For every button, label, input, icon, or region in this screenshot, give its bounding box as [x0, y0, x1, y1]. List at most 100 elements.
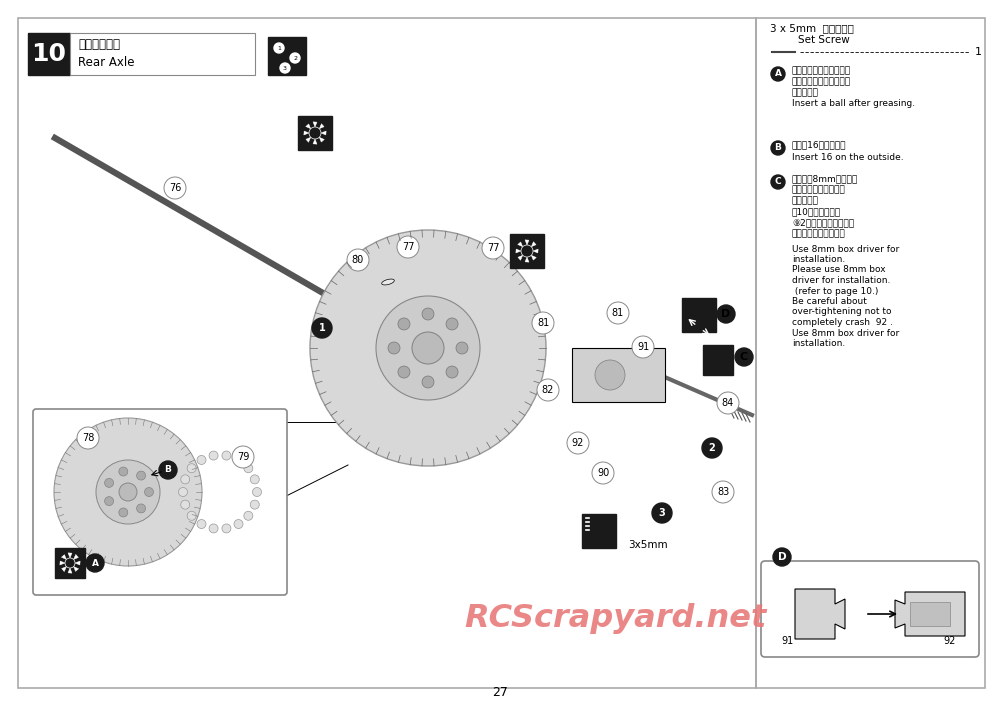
Text: 1: 1 [319, 323, 325, 333]
Text: 92: 92 [572, 438, 584, 448]
FancyBboxPatch shape [582, 514, 616, 548]
Text: 91: 91 [782, 636, 794, 646]
Polygon shape [313, 122, 317, 127]
Circle shape [187, 464, 196, 472]
Circle shape [397, 236, 419, 258]
Polygon shape [531, 241, 536, 247]
Circle shape [712, 481, 734, 503]
FancyBboxPatch shape [682, 298, 716, 332]
Text: Set Screw: Set Screw [798, 35, 850, 45]
Text: 3: 3 [659, 508, 665, 518]
Circle shape [244, 511, 253, 520]
Text: completely crash  92 .: completely crash 92 . [792, 318, 893, 327]
Circle shape [187, 511, 196, 520]
Polygon shape [74, 567, 79, 572]
Polygon shape [319, 124, 324, 129]
Circle shape [144, 487, 154, 496]
Polygon shape [319, 137, 324, 142]
Circle shape [137, 471, 146, 480]
Text: 92: 92 [944, 636, 956, 646]
Text: 3x5mm: 3x5mm [628, 540, 668, 550]
Text: ください。: ください。 [792, 89, 819, 97]
Text: Rear Axle: Rear Axle [78, 56, 134, 70]
FancyBboxPatch shape [70, 33, 255, 75]
Polygon shape [61, 555, 66, 560]
Polygon shape [321, 131, 326, 135]
Text: 3 x 5mm  セットビス: 3 x 5mm セットビス [770, 23, 854, 33]
Text: 1: 1 [975, 47, 982, 57]
Circle shape [398, 366, 410, 378]
Polygon shape [795, 589, 845, 639]
Text: C: C [775, 177, 781, 187]
Text: ⑨2が完全につぶれない: ⑨2が完全につぶれない [792, 218, 854, 227]
Circle shape [567, 432, 589, 454]
Polygon shape [304, 131, 309, 135]
Circle shape [244, 464, 253, 472]
Circle shape [446, 366, 458, 378]
Circle shape [234, 520, 243, 529]
Circle shape [521, 245, 533, 257]
FancyBboxPatch shape [510, 234, 544, 268]
Text: D: D [778, 552, 786, 562]
Circle shape [309, 127, 321, 139]
Text: B: B [165, 465, 171, 474]
Text: Use 8mm box driver for: Use 8mm box driver for [792, 244, 899, 253]
Polygon shape [895, 592, 965, 636]
Polygon shape [62, 567, 66, 572]
Polygon shape [306, 124, 311, 129]
FancyBboxPatch shape [703, 345, 733, 375]
Circle shape [119, 508, 128, 517]
Circle shape [595, 360, 625, 390]
Text: 3: 3 [283, 65, 287, 70]
Text: ください。: ください。 [792, 196, 819, 206]
Circle shape [773, 548, 791, 566]
Text: 80: 80 [352, 255, 364, 265]
Circle shape [422, 376, 434, 388]
Polygon shape [572, 348, 665, 402]
Text: Please use 8mm box: Please use 8mm box [792, 265, 886, 275]
Text: てからボールを挿入して: てからボールを挿入して [792, 77, 851, 87]
Text: Insert a ball after greasing.: Insert a ball after greasing. [792, 99, 915, 108]
Circle shape [717, 305, 735, 323]
FancyBboxPatch shape [33, 409, 287, 595]
Circle shape [456, 342, 468, 354]
Text: 27: 27 [492, 686, 508, 698]
Circle shape [105, 479, 114, 487]
Text: 10: 10 [32, 42, 66, 66]
FancyBboxPatch shape [910, 602, 950, 626]
Circle shape [119, 467, 128, 476]
Text: 82: 82 [542, 385, 554, 395]
Circle shape [252, 487, 262, 496]
Ellipse shape [330, 287, 354, 299]
Circle shape [159, 461, 177, 479]
Circle shape [632, 336, 654, 358]
FancyBboxPatch shape [55, 548, 85, 578]
Polygon shape [68, 568, 72, 573]
Polygon shape [518, 242, 523, 247]
Circle shape [234, 455, 243, 465]
Circle shape [290, 53, 300, 63]
FancyBboxPatch shape [28, 33, 70, 75]
Text: 81: 81 [612, 308, 624, 318]
Text: 2: 2 [709, 443, 715, 453]
Text: 77: 77 [487, 243, 499, 253]
Circle shape [222, 451, 231, 460]
Circle shape [446, 318, 458, 330]
Polygon shape [531, 256, 536, 260]
Text: Use 8mm box driver for: Use 8mm box driver for [792, 329, 899, 337]
Circle shape [164, 177, 186, 199]
Text: Insert 16 on the outside.: Insert 16 on the outside. [792, 153, 904, 161]
Circle shape [250, 500, 259, 509]
Text: 81: 81 [537, 318, 549, 328]
Text: リヤアクスル: リヤアクスル [78, 39, 120, 51]
Circle shape [771, 141, 785, 155]
Circle shape [181, 500, 190, 509]
Text: B: B [775, 144, 781, 153]
Polygon shape [518, 256, 523, 260]
Text: 外側に16ヶ入れる。: 外側に16ヶ入れる。 [792, 141, 846, 149]
Circle shape [77, 427, 99, 449]
Circle shape [65, 558, 75, 568]
Polygon shape [516, 249, 521, 253]
Circle shape [398, 318, 410, 330]
Polygon shape [313, 139, 317, 144]
